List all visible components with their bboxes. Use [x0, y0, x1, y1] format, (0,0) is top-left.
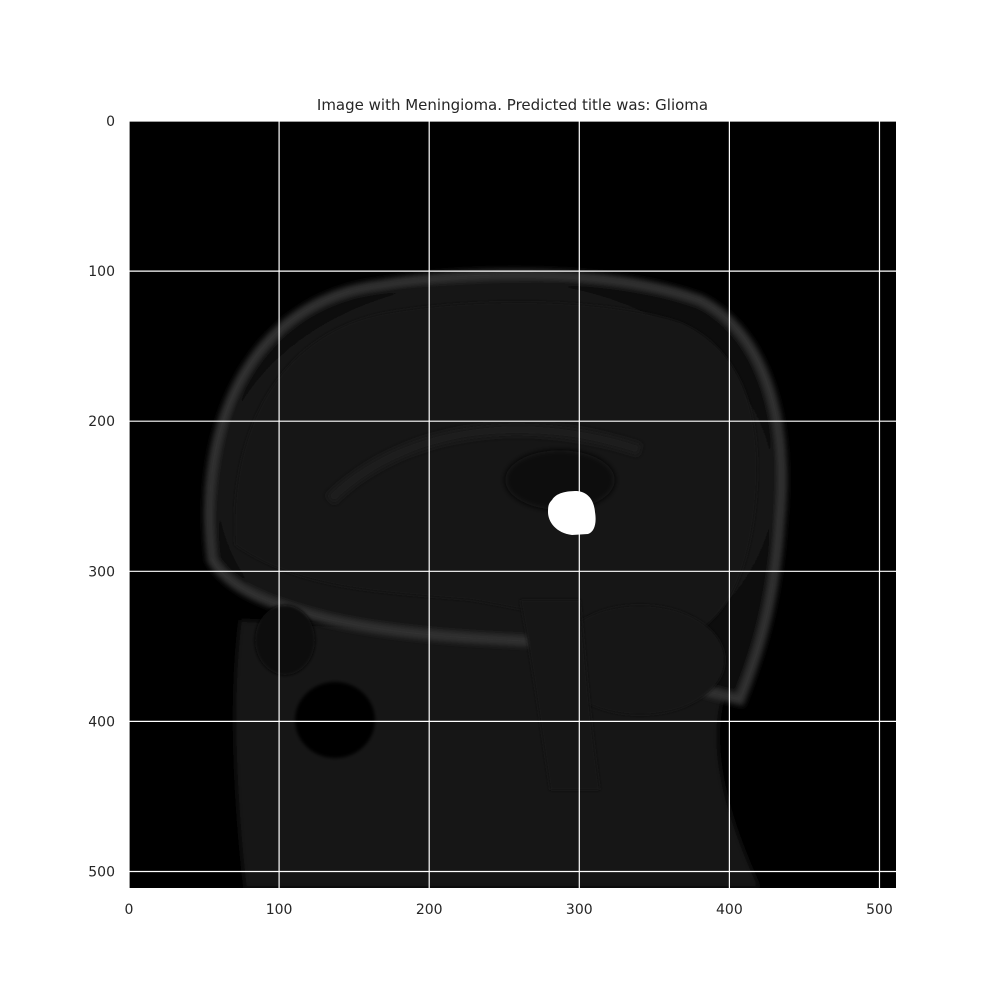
x-tick-label: 0 — [125, 902, 134, 918]
y-tick-label: 200 — [88, 414, 115, 430]
x-tick-label: 300 — [566, 902, 593, 918]
grid-lines — [128, 120, 896, 888]
cerebellum — [555, 605, 725, 715]
x-tick-label: 100 — [266, 902, 293, 918]
corpus-callosum — [325, 423, 642, 505]
brain-tissue — [234, 301, 758, 633]
brainstem — [520, 600, 600, 790]
y-tick-label: 400 — [88, 714, 115, 730]
ventricle — [505, 450, 615, 510]
y-tick-label: 100 — [88, 264, 115, 280]
y-tick-label: 500 — [88, 864, 115, 880]
mri-image — [129, 121, 896, 888]
y-tick-label: 300 — [88, 564, 115, 580]
y-tick-label: 0 — [106, 114, 115, 130]
orbit — [255, 605, 315, 675]
plot-title: Image with Meningioma. Predicted title w… — [316, 96, 709, 114]
axes: 0 100 200 300 400 500 0 100 200 300 400 500 — [88, 114, 893, 918]
x-tick-label: 200 — [416, 902, 443, 918]
x-tick-label: 500 — [866, 902, 893, 918]
nasal-cavity — [295, 682, 375, 758]
tumor-mask — [548, 491, 596, 535]
x-tick-label: 400 — [716, 902, 743, 918]
